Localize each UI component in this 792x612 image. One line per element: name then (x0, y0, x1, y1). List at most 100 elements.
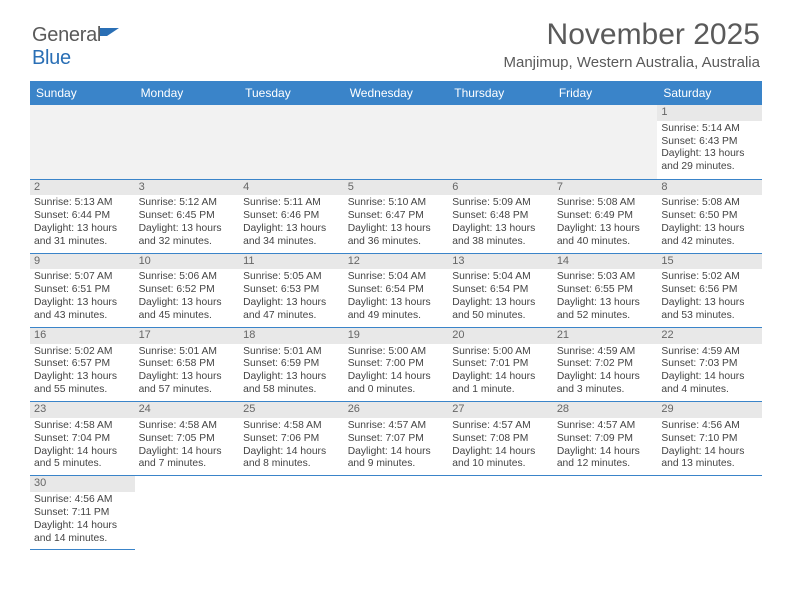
daylight-text: and 8 minutes. (243, 458, 340, 471)
daylight-text: and 5 minutes. (34, 458, 131, 471)
sunrise-text: Sunrise: 4:57 AM (348, 420, 445, 433)
logo-flag-icon (99, 27, 121, 43)
day-number: 25 (239, 402, 344, 418)
calendar-cell: 30Sunrise: 4:56 AMSunset: 7:11 PMDayligh… (30, 476, 135, 550)
calendar-cell: 24Sunrise: 4:58 AMSunset: 7:05 PMDayligh… (135, 402, 240, 476)
calendar-table: Sunday Monday Tuesday Wednesday Thursday… (30, 81, 762, 550)
day-number: 1 (657, 105, 762, 121)
daylight-text: Daylight: 14 hours (452, 371, 549, 384)
daylight-text: and 14 minutes. (34, 533, 131, 546)
sunset-text: Sunset: 7:04 PM (34, 433, 131, 446)
daylight-text: Daylight: 13 hours (661, 297, 758, 310)
daylight-text: Daylight: 14 hours (34, 446, 131, 459)
sunrise-text: Sunrise: 5:04 AM (348, 271, 445, 284)
sunrise-text: Sunrise: 5:01 AM (139, 346, 236, 359)
calendar-cell: 23Sunrise: 4:58 AMSunset: 7:04 PMDayligh… (30, 402, 135, 476)
logo-text-1: General (32, 24, 101, 46)
daylight-text: Daylight: 14 hours (661, 371, 758, 384)
sunset-text: Sunset: 7:06 PM (243, 433, 340, 446)
daylight-text: Daylight: 14 hours (661, 446, 758, 459)
day-number: 20 (448, 328, 553, 344)
sunrise-text: Sunrise: 4:58 AM (243, 420, 340, 433)
calendar-cell: 14Sunrise: 5:03 AMSunset: 6:55 PMDayligh… (553, 253, 658, 327)
calendar-cell: 28Sunrise: 4:57 AMSunset: 7:09 PMDayligh… (553, 402, 658, 476)
sunrise-text: Sunrise: 5:02 AM (34, 346, 131, 359)
sunrise-text: Sunrise: 4:56 AM (34, 494, 131, 507)
daylight-text: Daylight: 13 hours (243, 371, 340, 384)
calendar-cell (135, 105, 240, 179)
sunset-text: Sunset: 6:56 PM (661, 284, 758, 297)
calendar-cell: 1Sunrise: 5:14 AMSunset: 6:43 PMDaylight… (657, 105, 762, 179)
calendar-cell (657, 476, 762, 550)
sunset-text: Sunset: 7:10 PM (661, 433, 758, 446)
day-number: 11 (239, 254, 344, 270)
daylight-text: Daylight: 13 hours (34, 223, 131, 236)
daylight-text: and 38 minutes. (452, 236, 549, 249)
calendar-cell: 21Sunrise: 4:59 AMSunset: 7:02 PMDayligh… (553, 327, 658, 401)
sunset-text: Sunset: 6:54 PM (348, 284, 445, 297)
daylight-text: and 36 minutes. (348, 236, 445, 249)
daylight-text: Daylight: 13 hours (557, 223, 654, 236)
day-number: 4 (239, 180, 344, 196)
sunrise-text: Sunrise: 5:12 AM (139, 197, 236, 210)
daylight-text: and 52 minutes. (557, 310, 654, 323)
calendar-cell (553, 105, 658, 179)
daylight-text: and 45 minutes. (139, 310, 236, 323)
daylight-text: and 32 minutes. (139, 236, 236, 249)
daylight-text: Daylight: 13 hours (34, 371, 131, 384)
day-number: 24 (135, 402, 240, 418)
daylight-text: and 58 minutes. (243, 384, 340, 397)
daylight-text: Daylight: 14 hours (452, 446, 549, 459)
daylight-text: Daylight: 13 hours (243, 297, 340, 310)
sunrise-text: Sunrise: 5:05 AM (243, 271, 340, 284)
calendar-cell: 4Sunrise: 5:11 AMSunset: 6:46 PMDaylight… (239, 179, 344, 253)
weekday-header: Thursday (448, 81, 553, 105)
daylight-text: Daylight: 14 hours (348, 371, 445, 384)
calendar-row: 16Sunrise: 5:02 AMSunset: 6:57 PMDayligh… (30, 327, 762, 401)
weekday-header: Saturday (657, 81, 762, 105)
daylight-text: and 7 minutes. (139, 458, 236, 471)
sunset-text: Sunset: 7:09 PM (557, 433, 654, 446)
daylight-text: Daylight: 13 hours (139, 371, 236, 384)
calendar-cell (553, 476, 658, 550)
daylight-text: and 1 minute. (452, 384, 549, 397)
calendar-cell: 15Sunrise: 5:02 AMSunset: 6:56 PMDayligh… (657, 253, 762, 327)
sunrise-text: Sunrise: 5:06 AM (139, 271, 236, 284)
sunrise-text: Sunrise: 5:03 AM (557, 271, 654, 284)
sunset-text: Sunset: 7:02 PM (557, 358, 654, 371)
day-number: 13 (448, 254, 553, 270)
daylight-text: Daylight: 13 hours (348, 297, 445, 310)
sunrise-text: Sunrise: 4:57 AM (557, 420, 654, 433)
sunrise-text: Sunrise: 4:59 AM (661, 346, 758, 359)
sunrise-text: Sunrise: 4:57 AM (452, 420, 549, 433)
day-number: 6 (448, 180, 553, 196)
weekday-header: Tuesday (239, 81, 344, 105)
page-subtitle: Manjimup, Western Australia, Australia (32, 54, 760, 71)
calendar-cell: 10Sunrise: 5:06 AMSunset: 6:52 PMDayligh… (135, 253, 240, 327)
calendar-cell (344, 476, 449, 550)
daylight-text: and 31 minutes. (34, 236, 131, 249)
calendar-cell: 27Sunrise: 4:57 AMSunset: 7:08 PMDayligh… (448, 402, 553, 476)
sunrise-text: Sunrise: 5:07 AM (34, 271, 131, 284)
calendar-cell: 5Sunrise: 5:10 AMSunset: 6:47 PMDaylight… (344, 179, 449, 253)
calendar-row: 1Sunrise: 5:14 AMSunset: 6:43 PMDaylight… (30, 105, 762, 179)
calendar-cell (30, 105, 135, 179)
day-number: 2 (30, 180, 135, 196)
daylight-text: and 3 minutes. (557, 384, 654, 397)
daylight-text: and 34 minutes. (243, 236, 340, 249)
sunrise-text: Sunrise: 5:02 AM (661, 271, 758, 284)
day-number: 15 (657, 254, 762, 270)
sunrise-text: Sunrise: 4:58 AM (34, 420, 131, 433)
day-number: 16 (30, 328, 135, 344)
daylight-text: and 29 minutes. (661, 161, 758, 174)
day-number: 28 (553, 402, 658, 418)
calendar-cell: 12Sunrise: 5:04 AMSunset: 6:54 PMDayligh… (344, 253, 449, 327)
day-number: 27 (448, 402, 553, 418)
daylight-text: and 50 minutes. (452, 310, 549, 323)
calendar-cell (135, 476, 240, 550)
day-number: 8 (657, 180, 762, 196)
weekday-header: Sunday (30, 81, 135, 105)
daylight-text: and 43 minutes. (34, 310, 131, 323)
sunrise-text: Sunrise: 5:08 AM (557, 197, 654, 210)
weekday-header: Monday (135, 81, 240, 105)
